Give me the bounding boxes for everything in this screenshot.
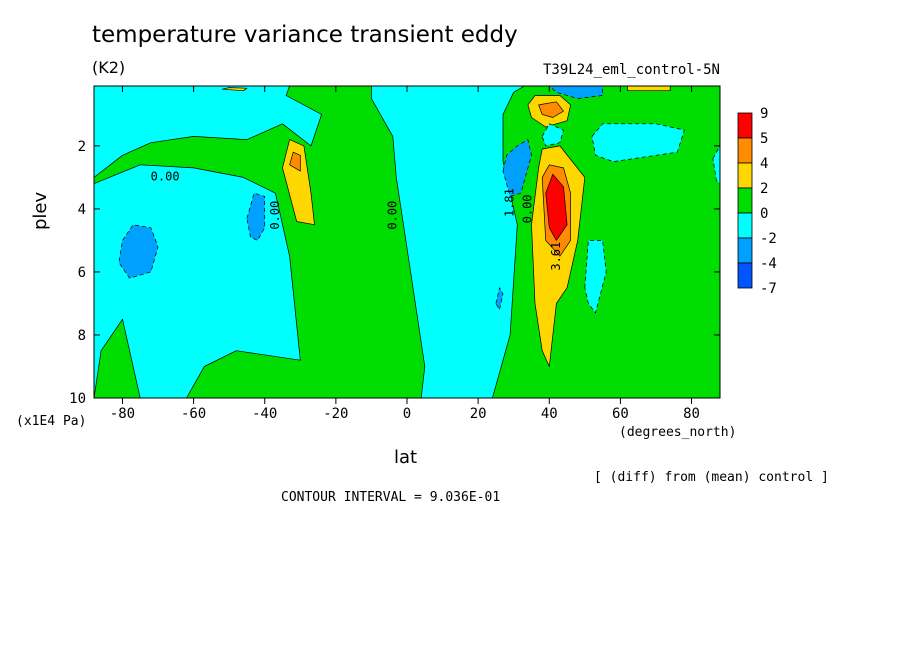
contour-label: 1.81 (503, 188, 517, 217)
contour-region (584, 240, 607, 314)
y-tick-label: 4 (78, 202, 86, 218)
x-tick-label: -60 (181, 406, 206, 422)
x-tick-label: 40 (541, 406, 558, 422)
contour-region (591, 123, 685, 162)
legend-label: 0 (760, 206, 768, 222)
contour-interval: CONTOUR INTERVAL = 9.036E-01 (281, 490, 501, 505)
y-tick-label: 2 (78, 139, 86, 155)
legend-swatch (737, 162, 753, 189)
contour-region (541, 123, 564, 147)
legend-label: 9 (760, 106, 768, 122)
legend-swatch (737, 137, 753, 164)
x-tick-label: 60 (612, 406, 629, 422)
x-tick-label: 20 (470, 406, 487, 422)
contour-region (93, 85, 426, 399)
contour-label: 0.00 (520, 194, 534, 223)
contour-label: 0.00 (268, 201, 282, 230)
legend-swatch (737, 262, 753, 289)
legend-label: 4 (760, 156, 768, 172)
diff-note: [ (diff) from (mean) control ] (594, 470, 829, 485)
contour-label: 0.00 (151, 170, 180, 184)
run-label: T39L24_eml_control-5N (542, 62, 720, 78)
y-tick-label: 8 (78, 328, 86, 344)
contour-region (221, 87, 248, 92)
legend-label: -4 (760, 256, 777, 272)
contour-region (246, 192, 266, 241)
x-tick-label: -80 (110, 406, 135, 422)
x-tick-label: 80 (683, 406, 700, 422)
contour-region (545, 173, 568, 241)
y-tick-label: 6 (78, 265, 86, 281)
legend-label: 5 (760, 131, 768, 147)
contour-region (289, 151, 301, 172)
contour-label: 0.00 (385, 201, 399, 230)
x-axis-label: lat (394, 447, 418, 468)
legend-swatch (737, 187, 753, 214)
legend-label: 2 (760, 181, 768, 197)
x-tick-label: -20 (323, 406, 348, 422)
x-axis-unit: (degrees_north) (619, 425, 737, 440)
contour-region (627, 85, 671, 92)
units-label: (K2) (92, 58, 126, 77)
legend-label: -7 (760, 281, 777, 297)
contour-region (502, 139, 532, 197)
x-tick-label: 0 (403, 406, 411, 422)
y-axis-unit: (x1E4 Pa) (16, 414, 87, 429)
contour-region (538, 101, 564, 118)
chart-title: temperature variance transient eddy (92, 22, 518, 48)
legend-swatch (737, 112, 753, 139)
y-tick-label: 10 (69, 391, 86, 407)
contour-region (118, 224, 159, 279)
legend-swatch (737, 237, 753, 264)
contour-region (495, 287, 504, 311)
legend-swatch (737, 212, 753, 239)
contour-label: 3.61 (549, 242, 563, 271)
legend-label: -2 (760, 231, 777, 247)
x-tick-label: -40 (252, 406, 277, 422)
